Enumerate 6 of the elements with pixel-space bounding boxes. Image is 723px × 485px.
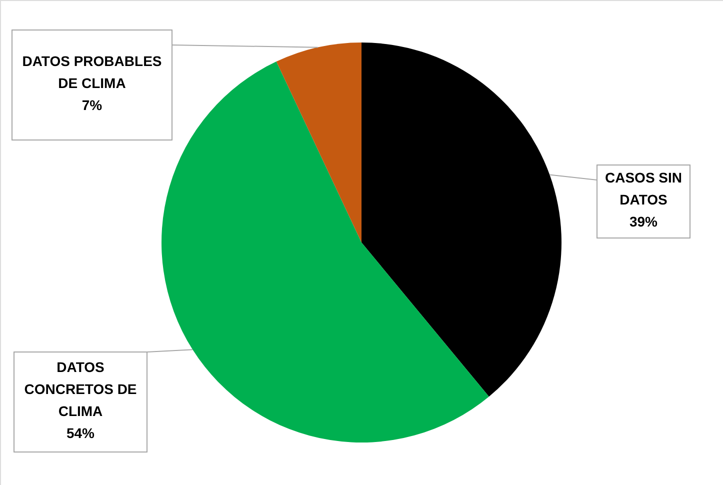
data-label: 7% — [82, 97, 103, 113]
slice-label: DATOS PROBABLES DE CLIMA — [22, 53, 162, 91]
slice-label: DATOS CONCRETOS DE CLIMA — [24, 359, 137, 419]
slice-label: CASOS SIN DATOS — [604, 170, 682, 208]
data-label: 39% — [629, 214, 658, 230]
data-label: 54% — [66, 425, 96, 441]
